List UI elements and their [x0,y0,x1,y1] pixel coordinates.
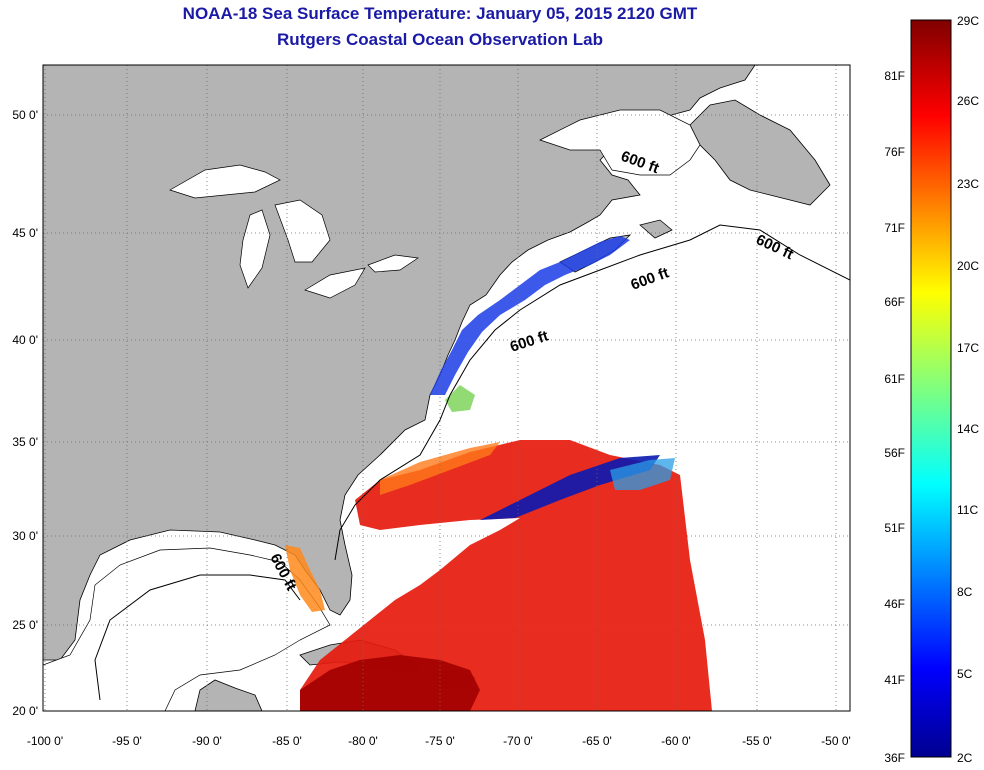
colorbar-celsius-label: 29C [957,14,979,28]
colorbar-fahrenheit-label: 56F [884,446,905,460]
isobath-600ft-line [94,224,850,701]
longitude-tick-label: -75 0' [425,734,455,748]
sst-cyan-patches [610,458,675,490]
st-lawrence-gulf [539,109,701,176]
latitude-tick-label: 30 0' [12,529,38,543]
colorbar-celsius-label: 14C [957,422,979,436]
lake-ontario [367,254,419,273]
longitude-tick-label: -55 0' [742,734,772,748]
longitude-tick-label: -60 0' [661,734,691,748]
colorbar-celsius-label: 8C [957,585,973,599]
latitude-tick-label: 20 0' [12,704,38,718]
graticule-grid [43,65,850,711]
map-subtitle: Rutgers Coastal Ocean Observation Lab [277,30,603,49]
colorbar-fahrenheit-label: 51F [884,521,905,535]
sst-gulf-coast-orange [285,545,325,612]
colorbar-fahrenheit-label: 66F [884,295,905,309]
colorbar-fahrenheit-label: 76F [884,145,905,159]
colorbar-celsius-label: 11C [957,503,978,517]
longitude-tick-label: -65 0' [582,734,612,748]
latitude-tick-label: 50 0' [12,108,38,122]
colorbar-celsius-labels: 29C 26C 23C 20C 17C 14C 11C 8C 5C 2C [957,14,979,765]
sst-warm-swath [300,440,712,711]
latitude-tick-label: 35 0' [12,435,38,449]
colorbar-fahrenheit-label: 36F [884,751,905,765]
newfoundland-island [689,99,831,206]
gulf-of-mexico [43,547,331,711]
longitude-tick-label: -90 0' [192,734,222,748]
longitude-tick-label: -85 0' [272,734,302,748]
sst-orange-band [380,442,500,495]
colorbar-celsius-label: 17C [957,341,979,355]
latitude-tick-label: 45 0' [12,226,38,240]
sst-data-layer [285,236,712,711]
longitude-tick-label: -95 0' [112,734,142,748]
inland-water-layer [43,109,701,711]
latitude-tick-label: 40 0' [12,333,38,347]
longitude-axis: -100 0' -95 0' -90 0' -85 0' -80 0' -75 0' -70… [27,734,851,748]
colorbar-celsius-label: 5C [957,667,973,681]
yucatan-peninsula [194,679,263,711]
longitude-tick-label: -80 0' [348,734,378,748]
colorbar-fahrenheit-label: 71F [884,221,905,235]
lake-superior [169,164,281,199]
colorbar-celsius-label: 2C [957,751,973,765]
sst-hot-caribbean [300,655,480,711]
colorbar-fahrenheit-label: 81F [884,69,905,83]
sst-nearshore-green [445,385,475,412]
map-title: NOAA-18 Sea Surface Temperature: January… [182,4,698,23]
longitude-tick-label: -70 0' [503,734,533,748]
cape-breton [639,219,673,239]
map-frame [42,64,851,712]
lake-erie [304,267,366,299]
colorbar-gradient [910,19,952,758]
latitude-tick-label: 25 0' [12,618,38,632]
colorbar-fahrenheit-label: 61F [884,372,905,386]
colorbar-celsius-label: 23C [957,177,979,191]
latitude-axis: 50 0' 45 0' 40 0' 35 0' 30 0' 25 0' 20 0' [12,108,38,718]
colorbar-fahrenheit-labels: 81F 76F 71F 66F 61F 56F 51F 46F 41F 36F [884,69,905,765]
longitude-tick-label: -50 0' [821,734,851,748]
colorbar: 29C 26C 23C 20C 17C 14C 11C 8C 5C 2C 81F 76F 71F 66F… [884,14,979,765]
lake-huron [274,199,331,263]
colorbar-fahrenheit-label: 46F [884,597,905,611]
longitude-tick-label: -100 0' [27,734,63,748]
colorbar-celsius-label: 26C [957,94,979,108]
colorbar-celsius-label: 20C [957,259,979,273]
sst-coastal-shelf-blue [430,236,630,395]
colorbar-fahrenheit-label: 41F [884,673,905,687]
lake-michigan [239,209,271,289]
